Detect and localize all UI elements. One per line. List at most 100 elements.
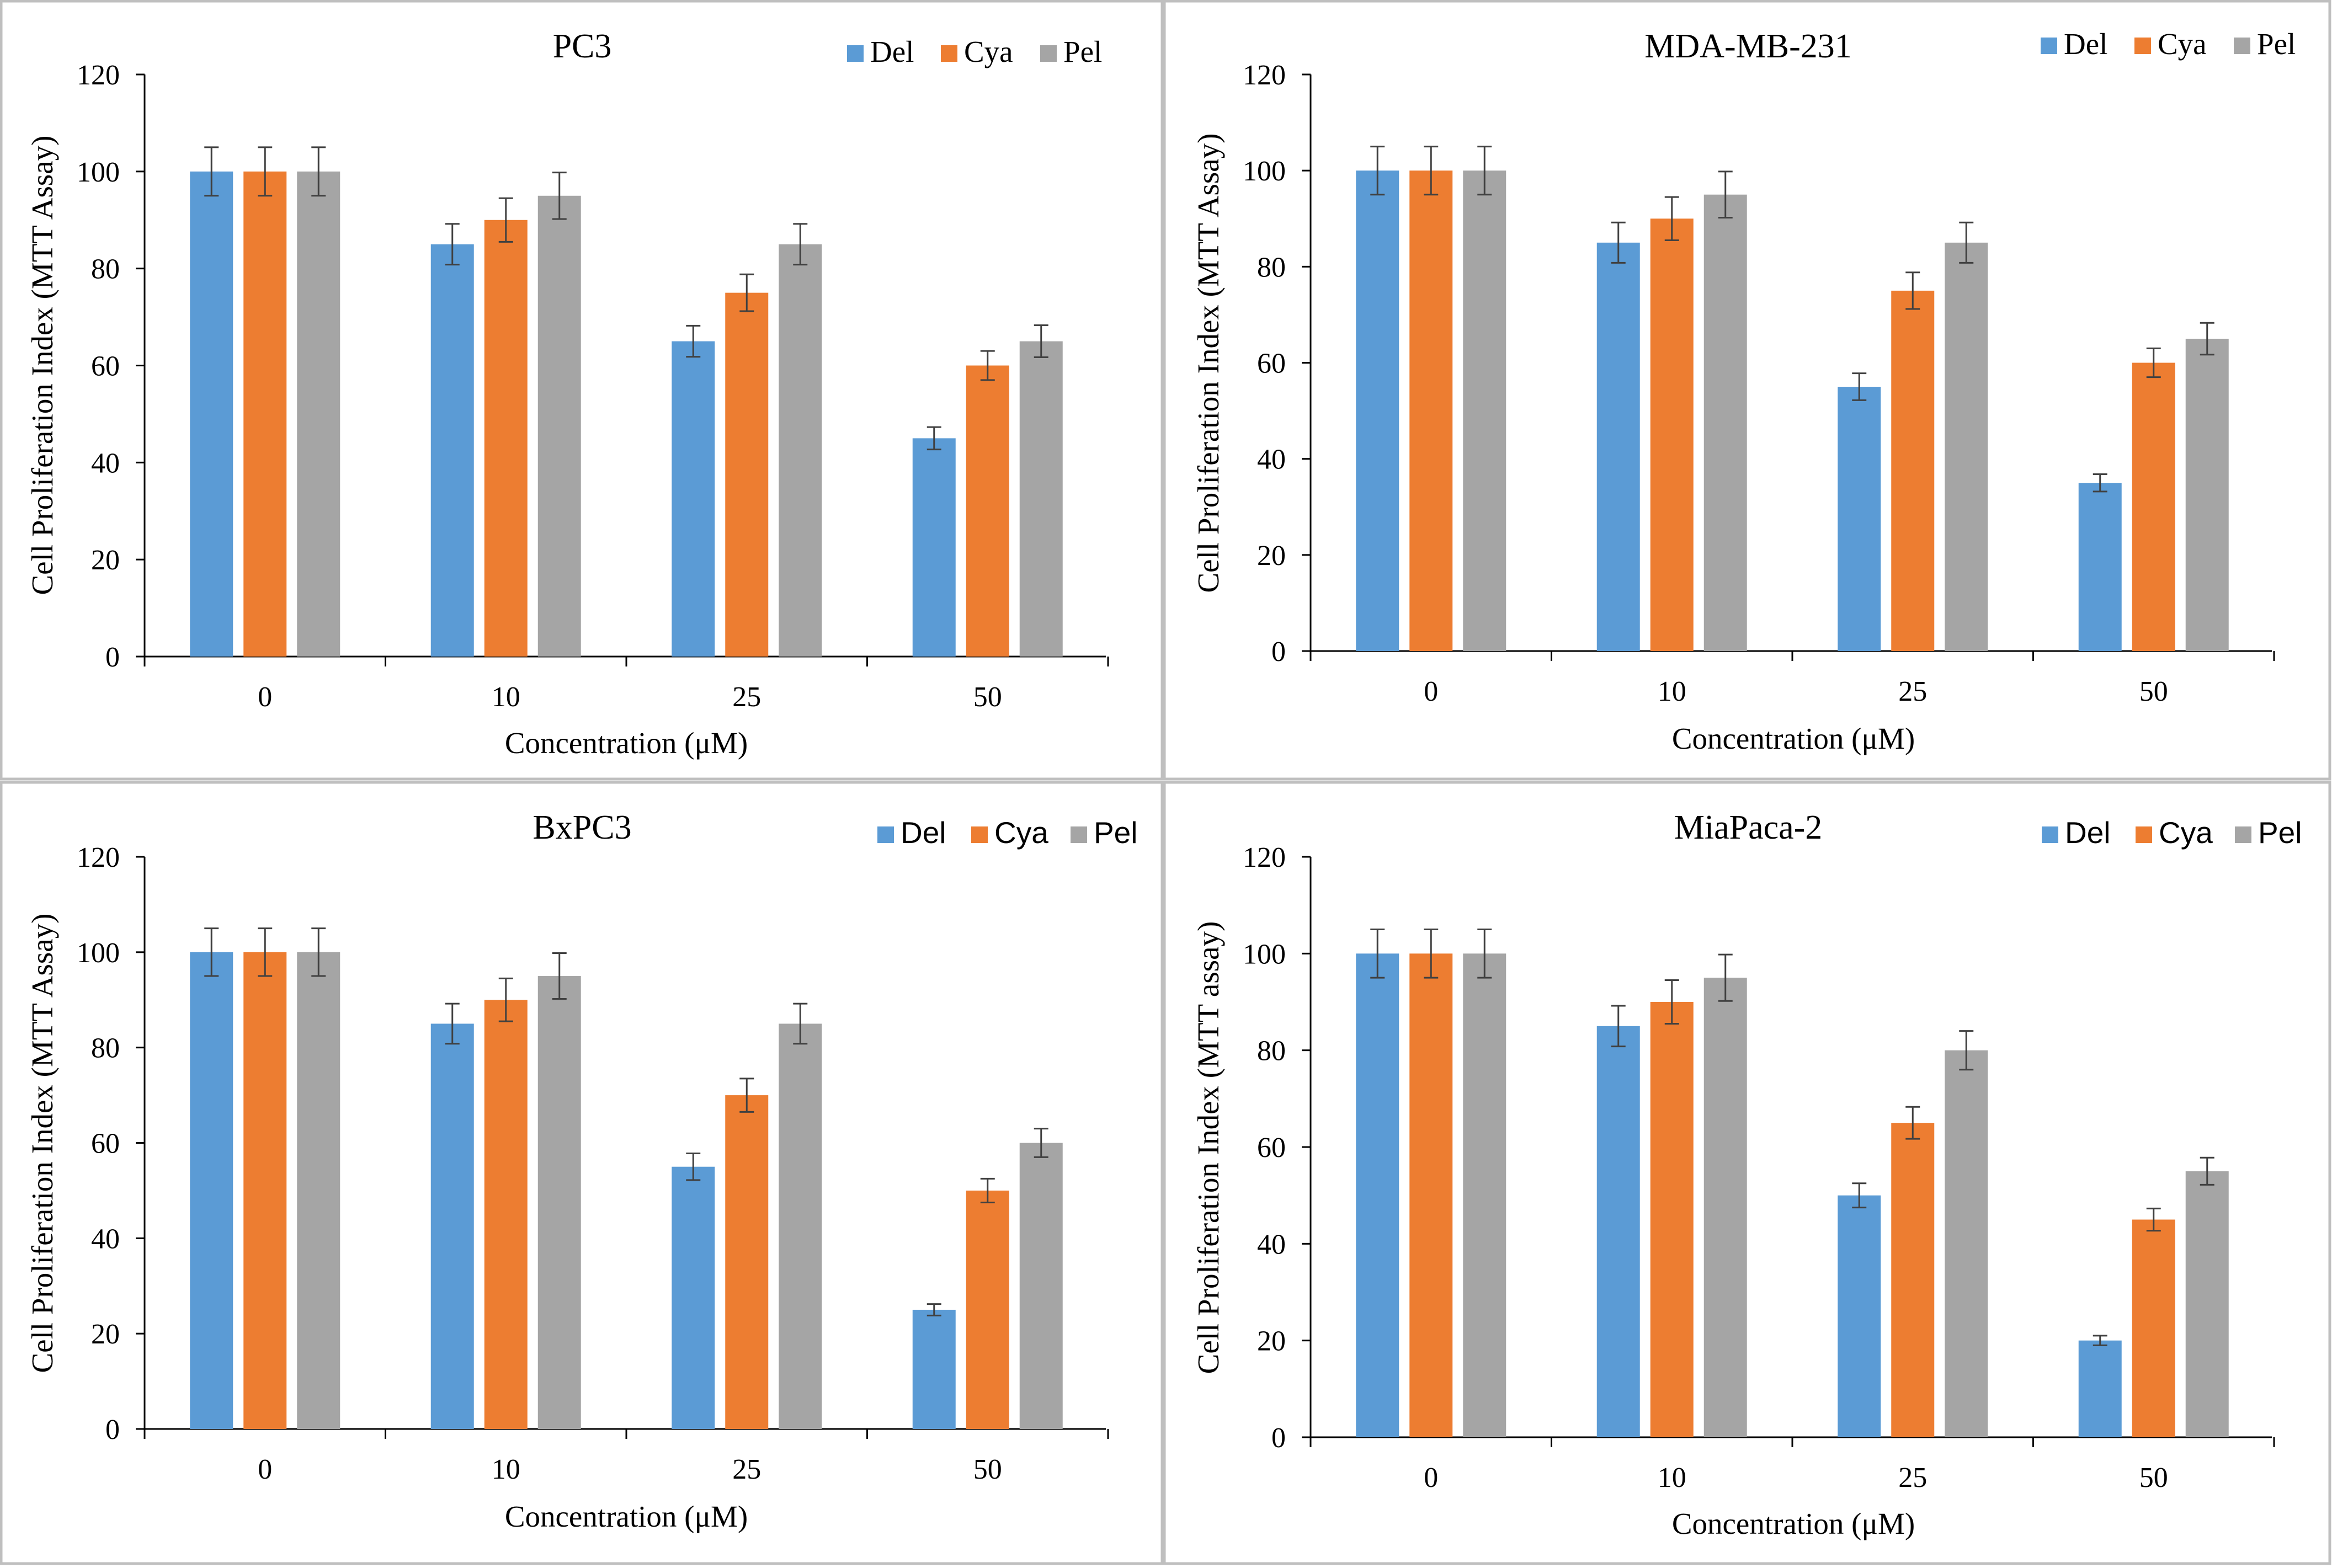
- bar-pel-10: [1703, 194, 1747, 651]
- y-tick-label: 60: [91, 351, 120, 382]
- chart-title: BxPC3: [533, 809, 631, 846]
- bar-del-10: [1596, 242, 1640, 652]
- x-axis-label: Concentration (μM): [1672, 722, 1915, 755]
- bar-pel-10: [537, 195, 581, 657]
- legend: Del Cya Pel: [847, 35, 1102, 68]
- x-tick-label: 25: [732, 1454, 761, 1485]
- y-tick-label: 120: [1243, 842, 1286, 873]
- legend-label-del: Del: [870, 35, 914, 68]
- y-tick-label: 80: [91, 254, 120, 285]
- y-axis-label: Cell Proliferation Index (MTT Assay): [25, 135, 59, 595]
- x-tick-label: 10: [492, 1454, 520, 1485]
- bar-cya-10: [484, 220, 528, 657]
- legend-label-del: Del: [2064, 27, 2107, 61]
- legend: Del Cya Pel: [877, 815, 1138, 850]
- x-tick-label: 10: [492, 681, 520, 713]
- chart-title: MDA-MB-231: [1644, 28, 1851, 65]
- legend-label-cya: Cya: [2158, 27, 2207, 61]
- bar-cya-10: [1650, 1002, 1694, 1437]
- x-tick-label: 50: [973, 1454, 1002, 1485]
- bar-del-25: [1838, 1195, 1881, 1437]
- bar-pel-10: [537, 976, 581, 1429]
- bar-cya-25: [725, 1095, 769, 1429]
- bar-pel-0: [297, 952, 340, 1429]
- legend-label-cya: Cya: [994, 815, 1048, 850]
- legend-label-pel: Pel: [1094, 815, 1138, 850]
- y-tick-label: 100: [1243, 156, 1286, 187]
- legend-swatch-cya: [941, 45, 957, 62]
- bar-del-50: [2078, 1340, 2122, 1437]
- x-axis-label: Concentration (μM): [505, 726, 748, 760]
- y-tick-label: 120: [1243, 60, 1286, 91]
- bar-pel-25: [1945, 242, 1988, 652]
- y-tick-label: 80: [1257, 1036, 1286, 1067]
- bar-pel-50: [2185, 338, 2229, 651]
- legend-label-pel: Pel: [1063, 35, 1102, 68]
- bar-del-25: [1838, 387, 1881, 651]
- bar-cya-25: [725, 292, 769, 657]
- chart-panel-3: MiaPaca-2 0 20 40 60 80 100 120 0 10 25 50 Concentra…: [1191, 809, 2302, 1540]
- y-tick-label: 100: [77, 157, 120, 188]
- x-tick-label: 0: [258, 1454, 272, 1485]
- y-tick-label: 100: [1243, 938, 1286, 970]
- bar-del-10: [430, 1023, 474, 1429]
- x-axis-label: Concentration (μM): [1672, 1507, 1915, 1540]
- bar-pel-10: [1703, 978, 1747, 1437]
- y-tick-label: 80: [91, 1033, 120, 1064]
- y-tick-label: 40: [91, 447, 120, 479]
- bar-cya-50: [966, 365, 1009, 657]
- bar-del-50: [912, 438, 956, 657]
- bar-del-10: [430, 244, 474, 657]
- y-tick-label: 60: [91, 1128, 120, 1160]
- bar-pel-0: [1463, 170, 1506, 652]
- y-tick-label: 20: [1257, 1326, 1286, 1357]
- y-tick-label: 60: [1257, 1132, 1286, 1164]
- legend-swatch-cya: [971, 826, 988, 843]
- x-tick-label: 0: [1424, 1462, 1438, 1494]
- x-tick-label: 0: [258, 681, 272, 713]
- legend-swatch-pel: [2235, 826, 2251, 843]
- bar-del-50: [912, 1309, 956, 1429]
- bar-pel-50: [1019, 341, 1063, 657]
- bar-cya-10: [1650, 218, 1694, 651]
- y-tick-label: 20: [1257, 540, 1286, 572]
- legend-swatch-del: [2041, 38, 2057, 54]
- y-tick-label: 0: [105, 642, 120, 673]
- y-tick-label: 80: [1257, 252, 1286, 283]
- x-tick-label: 25: [1898, 1462, 1927, 1494]
- bar-pel-25: [779, 1023, 822, 1429]
- y-tick-label: 20: [91, 1319, 120, 1350]
- bar-del-0: [190, 952, 233, 1429]
- x-tick-label: 25: [1898, 676, 1927, 707]
- x-tick-label: 50: [2139, 676, 2168, 707]
- y-tick-label: 0: [1271, 636, 1286, 668]
- bar-del-0: [190, 171, 233, 657]
- chart-panel-0: PC3 0 20 40 60 80 100 120 0 10 25 50 Concentration (…: [25, 28, 1109, 760]
- x-tick-label: 50: [973, 681, 1002, 713]
- legend-swatch-pel: [2234, 38, 2250, 54]
- x-tick-label: 50: [2139, 1462, 2168, 1494]
- chart-panel-2: BxPC3 0 20 40 60 80 100 120 0 10 25 50 Concentration…: [25, 809, 1138, 1533]
- bar-cya-25: [1891, 1123, 1935, 1437]
- legend-swatch-del: [877, 826, 894, 843]
- bar-cya-0: [1409, 170, 1453, 652]
- y-tick-label: 60: [1257, 348, 1286, 380]
- bar-del-0: [1356, 170, 1399, 652]
- legend-label-pel: Pel: [2257, 27, 2296, 61]
- panel-frame: [1163, 0, 2331, 781]
- y-tick-label: 0: [1271, 1422, 1286, 1454]
- x-axis-label: Concentration (μM): [505, 1500, 748, 1533]
- x-tick-label: 0: [1424, 676, 1438, 707]
- panel-frame: [1163, 781, 2331, 1565]
- bar-del-0: [1356, 953, 1399, 1437]
- bar-pel-0: [297, 171, 340, 657]
- bar-cya-0: [243, 171, 287, 657]
- legend-swatch-pel: [1071, 826, 1087, 843]
- y-tick-label: 20: [91, 545, 120, 576]
- bar-pel-0: [1463, 953, 1506, 1437]
- legend-label-del: Del: [901, 815, 946, 850]
- bar-del-25: [672, 341, 715, 657]
- y-tick-label: 0: [105, 1414, 120, 1446]
- y-tick-label: 120: [77, 60, 120, 91]
